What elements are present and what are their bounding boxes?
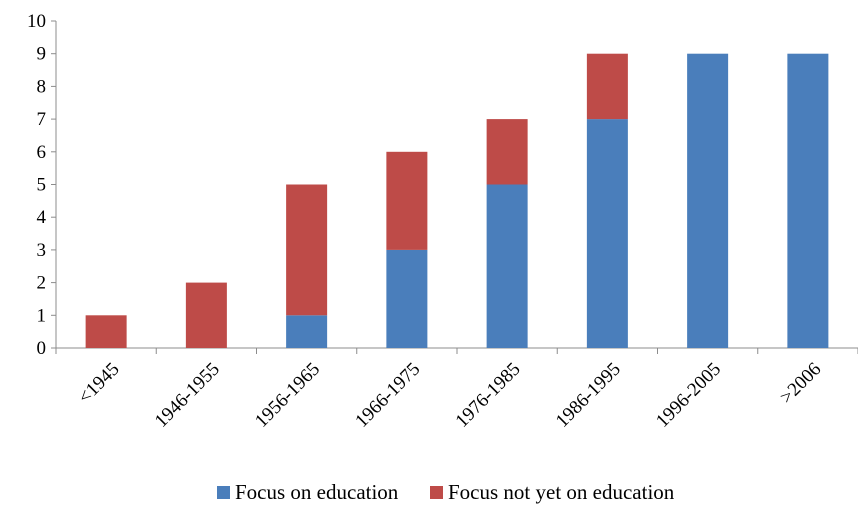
x-tick-label: <1945: [74, 359, 123, 408]
bar-segment-focus-on-education: [687, 53, 729, 348]
y-tick-label: 1: [37, 305, 47, 326]
bar-segment-focus-on-education: [286, 315, 328, 348]
legend-label: Focus on education: [235, 480, 399, 504]
x-tick-label: >2006: [776, 359, 825, 408]
y-tick-label: 9: [37, 44, 47, 65]
x-tick-label: 1966-1975: [351, 359, 424, 432]
y-tick-label: 4: [37, 207, 47, 228]
x-axis-ticks: <1945 1946-1955 1956-1965 1966-1975 1976-198…: [55, 348, 858, 432]
bar-segment-focus-on-education: [486, 184, 528, 348]
legend: Focus on education Focus not yet on educa…: [217, 480, 675, 504]
legend-label: Focus not yet on education: [448, 480, 675, 504]
y-axis-ticks: 0 1 2 3 4 5 6 7 8 9 10: [27, 11, 56, 359]
bar-segment-focus-not-yet: [85, 315, 127, 348]
y-tick-label: 0: [37, 338, 47, 359]
y-tick-label: 3: [37, 240, 47, 261]
y-tick-label: 7: [37, 109, 47, 130]
x-tick-label: 1946-1955: [151, 359, 224, 432]
legend-swatch: [430, 486, 443, 499]
y-tick-label: 2: [37, 273, 47, 294]
y-axis: 0 1 2 3 4 5 6 7 8 9 10: [27, 11, 57, 359]
bar-segment-focus-not-yet: [486, 119, 528, 185]
y-tick-label: 6: [37, 142, 47, 163]
bars: [85, 53, 829, 348]
y-tick-label: 5: [37, 175, 47, 196]
bar-segment-focus-not-yet: [386, 151, 428, 250]
bar-segment-focus-not-yet: [586, 53, 628, 120]
x-tick-label: 1976-1985: [452, 359, 525, 432]
bar-segment-focus-not-yet: [286, 184, 328, 316]
bar-segment-focus-on-education: [386, 249, 428, 348]
x-tick-label: 1996-2005: [652, 359, 725, 432]
x-axis: <1945 1946-1955 1956-1965 1966-1975 1976-198…: [55, 347, 858, 432]
bar-segment-focus-on-education: [586, 119, 628, 348]
y-tick-label: 10: [27, 11, 46, 32]
y-tick-label: 8: [37, 76, 47, 97]
bar-segment-focus-on-education: [787, 53, 829, 348]
x-tick-label: 1986-1995: [552, 359, 625, 432]
bar-segment-focus-not-yet: [185, 282, 227, 348]
x-tick-label: 1956-1965: [251, 359, 324, 432]
legend-swatch: [217, 486, 230, 499]
